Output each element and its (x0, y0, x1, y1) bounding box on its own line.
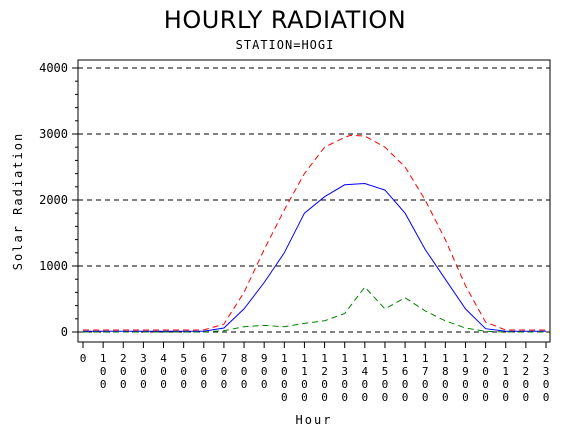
x-axis: 0 1 0 0 2 0 0 3 0 0 4 0 0 5 0 0 6 0 0 7 0 0 8 0 0 9 0 0 1 0 0 0 1 1 0 0 1 2 0 0… (80, 342, 550, 404)
series-line-1 (83, 134, 546, 331)
y-tick-label: 4000 (39, 61, 68, 75)
y-axis-label: Solar Radiation (11, 132, 25, 270)
x-tick-label: 0 (80, 352, 87, 365)
y-tick-label: 1000 (39, 259, 68, 273)
y-tick-label: 0 (61, 325, 68, 339)
series-group (83, 134, 546, 333)
y-tick-label: 3000 (39, 127, 68, 141)
chart-title: HOURLY RADIATION (163, 6, 407, 34)
y-axis: 0 1000 2000 3000 4000 (39, 61, 78, 339)
chart-subtitle: STATION=HOGI (235, 38, 335, 52)
series-line-3 (83, 286, 546, 333)
x-axis-label: Hour (296, 413, 333, 427)
plot-frame (77, 59, 551, 343)
grid-lines (78, 67, 550, 333)
y-tick-label: 2000 (39, 193, 68, 207)
series-line-2 (83, 182, 546, 332)
